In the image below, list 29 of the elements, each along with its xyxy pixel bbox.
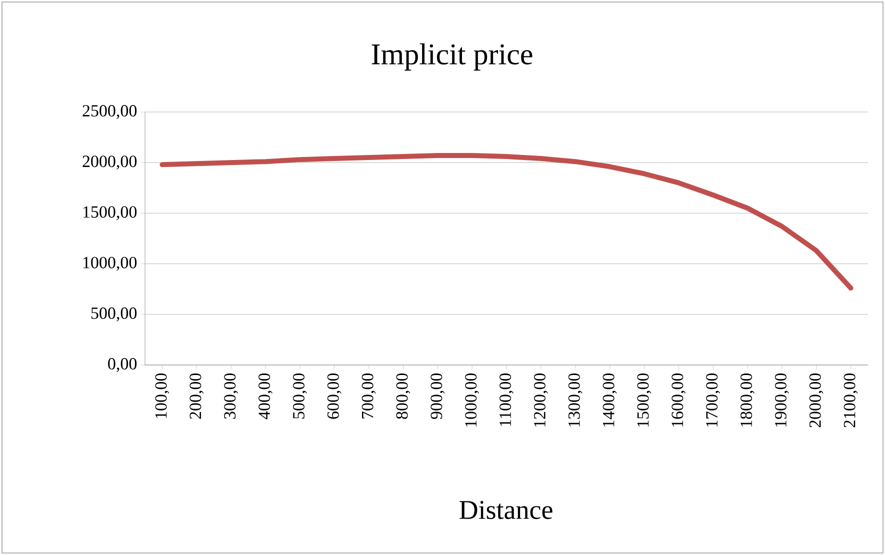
x-tick-label: 600,00 — [327, 373, 342, 419]
y-tick-label: 2500,00 — [82, 105, 137, 119]
x-tick-label: 1500,00 — [637, 373, 652, 427]
y-tick-label: 1000,00 — [83, 256, 137, 271]
x-tick-label: 800,00 — [396, 373, 410, 419]
x-tick-label: 300,00 — [224, 373, 238, 419]
x-tick-label: 1200,00 — [534, 373, 548, 427]
x-tick-label: 1100,00 — [500, 373, 514, 426]
x-tick-label: 1600,00 — [672, 373, 686, 427]
y-tick-label: 1500,00 — [83, 206, 137, 220]
x-tick-label: 700,00 — [362, 373, 376, 418]
x-tick-label: 1000,00 — [465, 373, 480, 427]
x-tick-label: 2000,00 — [809, 373, 824, 428]
y-tick-label: 0,00 — [108, 358, 137, 372]
x-tick-label: 1700,00 — [706, 373, 720, 427]
x-tick-label: 100,00 — [155, 373, 170, 418]
y-tick-label: 2000,00 — [82, 156, 137, 170]
x-tick-label: 400,00 — [258, 373, 272, 420]
x-tick-label: 1900,00 — [774, 373, 789, 427]
x-tick-label: 500,00 — [292, 373, 307, 419]
x-tick-label: 2100,00 — [844, 373, 858, 428]
x-tick-label: 200,00 — [190, 373, 204, 419]
x-tick-label: 900,00 — [430, 373, 445, 419]
chart-title: Implicit price — [372, 43, 532, 71]
x-tick-label: 1800,00 — [740, 373, 754, 427]
x-tick-label: 1300,00 — [568, 373, 582, 427]
y-tick-label: 500,00 — [91, 307, 137, 322]
x-axis-title: Distance — [460, 500, 552, 520]
x-tick-label: 1400,00 — [602, 373, 617, 427]
